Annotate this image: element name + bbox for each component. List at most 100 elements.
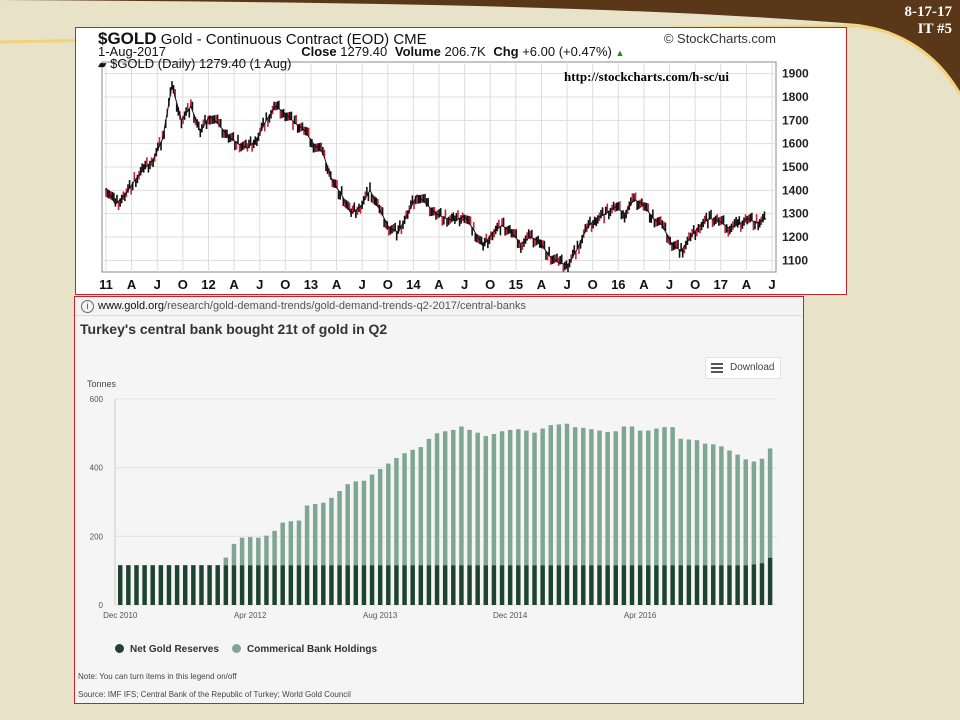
bar-net-gold-reserves[interactable] bbox=[312, 565, 318, 605]
bar-commercial-bank-holdings[interactable] bbox=[516, 429, 521, 566]
legend-net-gold-reserves[interactable]: Net Gold Reserves bbox=[115, 644, 219, 655]
bar-commercial-bank-holdings[interactable] bbox=[686, 439, 692, 566]
bar-commercial-bank-holdings[interactable] bbox=[231, 543, 237, 566]
bar-net-gold-reserves[interactable] bbox=[491, 565, 497, 605]
bar-commercial-bank-holdings[interactable] bbox=[727, 450, 732, 566]
bar-net-gold-reserves[interactable] bbox=[451, 565, 456, 605]
bar-net-gold-reserves[interactable] bbox=[142, 565, 147, 605]
bar-net-gold-reserves[interactable] bbox=[418, 565, 424, 605]
bar-net-gold-reserves[interactable] bbox=[686, 565, 692, 605]
bar-commercial-bank-holdings[interactable] bbox=[719, 446, 724, 566]
bar-net-gold-reserves[interactable] bbox=[556, 565, 562, 605]
bar-net-gold-reserves[interactable] bbox=[581, 565, 586, 605]
bar-net-gold-reserves[interactable] bbox=[670, 565, 675, 605]
bar-net-gold-reserves[interactable] bbox=[264, 565, 269, 605]
bar-net-gold-reserves[interactable] bbox=[337, 565, 342, 605]
bar-net-gold-reserves[interactable] bbox=[361, 565, 367, 605]
bar-commercial-bank-holdings[interactable] bbox=[272, 530, 277, 566]
bar-net-gold-reserves[interactable] bbox=[719, 565, 724, 605]
bar-commercial-bank-holdings[interactable] bbox=[247, 537, 253, 566]
bar-commercial-bank-holdings[interactable] bbox=[597, 430, 602, 566]
bar-net-gold-reserves[interactable] bbox=[118, 565, 123, 605]
bar-net-gold-reserves[interactable] bbox=[516, 565, 521, 605]
bar-commercial-bank-holdings[interactable] bbox=[613, 431, 618, 566]
bar-commercial-bank-holdings[interactable] bbox=[581, 427, 586, 566]
bar-commercial-bank-holdings[interactable] bbox=[337, 491, 342, 566]
bar-net-gold-reserves[interactable] bbox=[629, 565, 635, 605]
bar-commercial-bank-holdings[interactable] bbox=[467, 429, 472, 566]
bar-commercial-bank-holdings[interactable] bbox=[499, 431, 505, 566]
bar-commercial-bank-holdings[interactable] bbox=[442, 431, 448, 566]
bar-commercial-bank-holdings[interactable] bbox=[540, 428, 545, 566]
bar-net-gold-reserves[interactable] bbox=[321, 565, 326, 605]
bar-commercial-bank-holdings[interactable] bbox=[296, 520, 302, 566]
bar-commercial-bank-holdings[interactable] bbox=[662, 427, 667, 566]
bar-net-gold-reserves[interactable] bbox=[751, 564, 757, 605]
bar-net-gold-reserves[interactable] bbox=[377, 565, 383, 605]
bar-net-gold-reserves[interactable] bbox=[394, 565, 399, 605]
bar-net-gold-reserves[interactable] bbox=[711, 565, 716, 605]
bar-net-gold-reserves[interactable] bbox=[174, 565, 180, 605]
info-icon[interactable]: i bbox=[81, 299, 94, 313]
bar-net-gold-reserves[interactable] bbox=[499, 565, 505, 605]
bar-net-gold-reserves[interactable] bbox=[532, 565, 537, 605]
bar-net-gold-reserves[interactable] bbox=[605, 565, 610, 605]
bar-net-gold-reserves[interactable] bbox=[386, 565, 391, 605]
bar-commercial-bank-holdings[interactable] bbox=[524, 430, 529, 566]
bar-commercial-bank-holdings[interactable] bbox=[321, 502, 326, 566]
bar-net-gold-reserves[interactable] bbox=[280, 565, 285, 605]
bar-net-gold-reserves[interactable] bbox=[126, 565, 131, 605]
bar-commercial-bank-holdings[interactable] bbox=[759, 458, 765, 564]
bar-net-gold-reserves[interactable] bbox=[564, 565, 570, 605]
bar-net-gold-reserves[interactable] bbox=[646, 565, 651, 605]
bar-net-gold-reserves[interactable] bbox=[150, 565, 155, 605]
bar-net-gold-reserves[interactable] bbox=[589, 565, 594, 605]
bar-net-gold-reserves[interactable] bbox=[353, 565, 359, 605]
bar-commercial-bank-holdings[interactable] bbox=[426, 438, 432, 566]
bar-commercial-bank-holdings[interactable] bbox=[532, 432, 537, 566]
bar-net-gold-reserves[interactable] bbox=[678, 565, 683, 605]
source-url[interactable]: http://stockcharts.com/h-sc/ui bbox=[564, 69, 730, 84]
bar-net-gold-reserves[interactable] bbox=[304, 565, 310, 605]
bar-net-gold-reserves[interactable] bbox=[702, 565, 708, 605]
bar-net-gold-reserves[interactable] bbox=[459, 565, 464, 605]
bar-net-gold-reserves[interactable] bbox=[199, 565, 204, 605]
bar-net-gold-reserves[interactable] bbox=[727, 565, 732, 605]
bar-commercial-bank-holdings[interactable] bbox=[353, 481, 359, 566]
bar-commercial-bank-holdings[interactable] bbox=[418, 447, 424, 566]
bar-commercial-bank-holdings[interactable] bbox=[483, 436, 489, 566]
bar-net-gold-reserves[interactable] bbox=[434, 565, 440, 605]
bar-net-gold-reserves[interactable] bbox=[637, 565, 643, 605]
bar-net-gold-reserves[interactable] bbox=[239, 565, 245, 605]
address-bar[interactable]: i www.gold.org/research/gold-demand-trend… bbox=[75, 297, 803, 316]
bar-commercial-bank-holdings[interactable] bbox=[394, 458, 399, 566]
bar-net-gold-reserves[interactable] bbox=[207, 565, 212, 605]
bar-net-gold-reserves[interactable] bbox=[296, 565, 302, 605]
bar-net-gold-reserves[interactable] bbox=[613, 565, 618, 605]
bar-commercial-bank-holdings[interactable] bbox=[646, 430, 651, 566]
bar-commercial-bank-holdings[interactable] bbox=[735, 454, 740, 566]
bar-commercial-bank-holdings[interactable] bbox=[304, 505, 310, 566]
bar-net-gold-reserves[interactable] bbox=[442, 565, 448, 605]
bar-commercial-bank-holdings[interactable] bbox=[491, 434, 497, 566]
download-button[interactable]: Download bbox=[705, 357, 781, 379]
bar-net-gold-reserves[interactable] bbox=[247, 565, 253, 605]
bar-net-gold-reserves[interactable] bbox=[475, 565, 480, 605]
bar-commercial-bank-holdings[interactable] bbox=[475, 432, 480, 566]
bar-commercial-bank-holdings[interactable] bbox=[345, 484, 350, 566]
bar-commercial-bank-holdings[interactable] bbox=[743, 459, 748, 566]
bar-commercial-bank-holdings[interactable] bbox=[654, 428, 659, 566]
bar-commercial-bank-holdings[interactable] bbox=[288, 521, 294, 566]
bar-net-gold-reserves[interactable] bbox=[182, 565, 188, 605]
legend-commercial-bank-holdings[interactable]: Commerical Bank Holdings bbox=[232, 644, 377, 655]
bar-net-gold-reserves[interactable] bbox=[256, 565, 261, 605]
bar-commercial-bank-holdings[interactable] bbox=[223, 557, 229, 566]
bar-commercial-bank-holdings[interactable] bbox=[605, 431, 610, 566]
bar-commercial-bank-holdings[interactable] bbox=[678, 438, 683, 566]
bar-commercial-bank-holdings[interactable] bbox=[451, 429, 456, 566]
bar-net-gold-reserves[interactable] bbox=[410, 565, 415, 605]
bar-commercial-bank-holdings[interactable] bbox=[629, 426, 635, 566]
bar-commercial-bank-holdings[interactable] bbox=[564, 423, 570, 566]
bar-net-gold-reserves[interactable] bbox=[231, 565, 237, 605]
bar-commercial-bank-holdings[interactable] bbox=[711, 444, 716, 566]
